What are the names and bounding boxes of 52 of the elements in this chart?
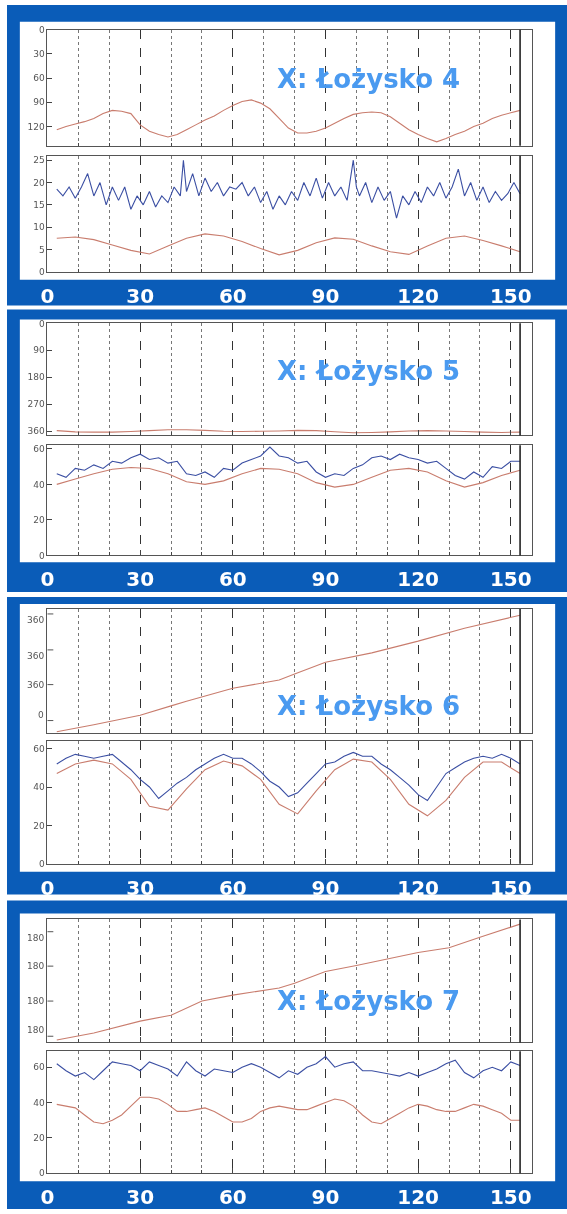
x-tick-label: 120	[397, 1185, 440, 1210]
y-tick-label: 60	[33, 444, 45, 455]
y-tick-label: 20	[33, 820, 45, 831]
y-tick-label: 270	[27, 399, 45, 410]
x-tick-label: 120	[397, 567, 440, 592]
x-tick-label: 150	[489, 567, 532, 592]
y-tick-label: 0	[38, 266, 45, 277]
x-tick-label: 90	[311, 283, 340, 308]
x-tick-label: 150	[489, 875, 532, 900]
y-tick-label: 60	[33, 73, 45, 84]
y-tick-label: 0	[38, 318, 45, 329]
text: X: Łożysko 7	[277, 986, 461, 1016]
x-tick-label: 60	[218, 567, 247, 592]
y-tick-label: 180	[27, 372, 45, 383]
y-tick-label: 40	[33, 1097, 45, 1108]
y-tick-label: 90	[33, 345, 45, 356]
y-tick-label: 0	[38, 859, 45, 870]
y-tick-label: 25	[33, 155, 45, 166]
x-tick-label: 90	[311, 875, 340, 900]
y-tick-label: 5	[38, 244, 45, 255]
x-tick-label: 150	[489, 283, 532, 308]
x-tick-label: 60	[218, 1185, 247, 1210]
y-tick-label: 20	[33, 515, 45, 526]
y-tick-label: 20	[33, 1133, 45, 1144]
x-tick-label: 150	[489, 1185, 532, 1210]
x-tick-label: 60	[218, 875, 247, 900]
x-tick-label: 30	[126, 283, 155, 308]
y-tick-label: 0	[38, 1168, 45, 1179]
x-tick-label: 30	[126, 567, 155, 592]
text: X: Łożysko 5	[277, 356, 461, 386]
y-tick-label: 0	[38, 550, 45, 561]
x-tick-label: 120	[397, 875, 440, 900]
y-tick-label: 30	[33, 49, 45, 60]
y-tick-label: 360	[27, 426, 45, 437]
y-tick-label: 120	[27, 121, 45, 132]
y-tick-label: 40	[33, 479, 45, 490]
x-tick-label: 90	[311, 567, 340, 592]
y-tick-label: 20	[33, 177, 45, 188]
y-tick-label: 60	[33, 743, 45, 754]
text: X: Łożysko 4	[277, 64, 461, 94]
y-tick-label: 90	[33, 97, 45, 108]
text: X: Łożysko 6	[277, 691, 461, 721]
x-tick-label: 120	[397, 283, 440, 308]
y-tick-label: 15	[33, 199, 45, 210]
y-tick-label: 0	[38, 24, 45, 35]
y-tick-label: 10	[33, 222, 45, 233]
x-tick-label: 60	[218, 283, 247, 308]
y-tick-label: 40	[33, 782, 45, 793]
x-tick-label: 30	[126, 1185, 155, 1210]
y-tick-label: 60	[33, 1062, 45, 1073]
x-tick-label: 90	[311, 1185, 340, 1210]
x-tick-label: 30	[126, 875, 155, 900]
